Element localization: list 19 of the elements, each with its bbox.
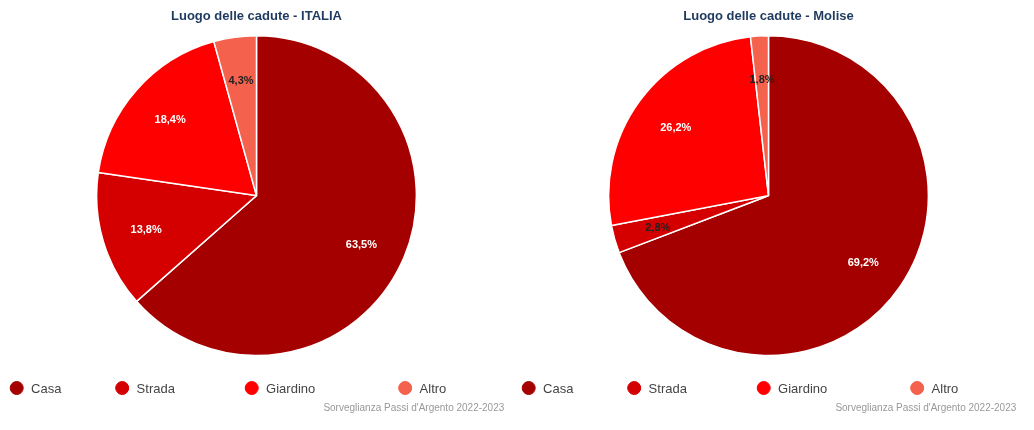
legend-label: Altro bbox=[419, 380, 447, 396]
legend-label: Strada bbox=[136, 380, 176, 396]
text: Sorveglianza Passi d'Argento 2022-2023 bbox=[323, 401, 505, 413]
data-label: 18,4% bbox=[154, 112, 186, 125]
legend-label: Giardino bbox=[778, 380, 828, 396]
chart-title: Luogo delle cadute - Molise bbox=[683, 7, 854, 23]
slice-label: Casa bbox=[543, 380, 575, 396]
data-label: 63,5% bbox=[345, 237, 378, 250]
chart-title: Luogo delle cadute - ITALIA bbox=[171, 7, 343, 23]
data-label: 2,8% bbox=[645, 221, 671, 234]
data-label: 13,8% bbox=[130, 222, 162, 235]
legend-label: Giardino bbox=[266, 380, 316, 396]
data-label: 4,3% bbox=[228, 74, 254, 87]
legend-label: Strada bbox=[648, 380, 688, 396]
data-label: 26,2% bbox=[660, 120, 692, 133]
data-label: 69,2% bbox=[847, 255, 880, 268]
legend-label: Altro bbox=[931, 380, 959, 396]
text: Sorveglianza Passi d'Argento 2022-2023 bbox=[835, 401, 1017, 413]
legend-label: Casa bbox=[31, 380, 63, 396]
